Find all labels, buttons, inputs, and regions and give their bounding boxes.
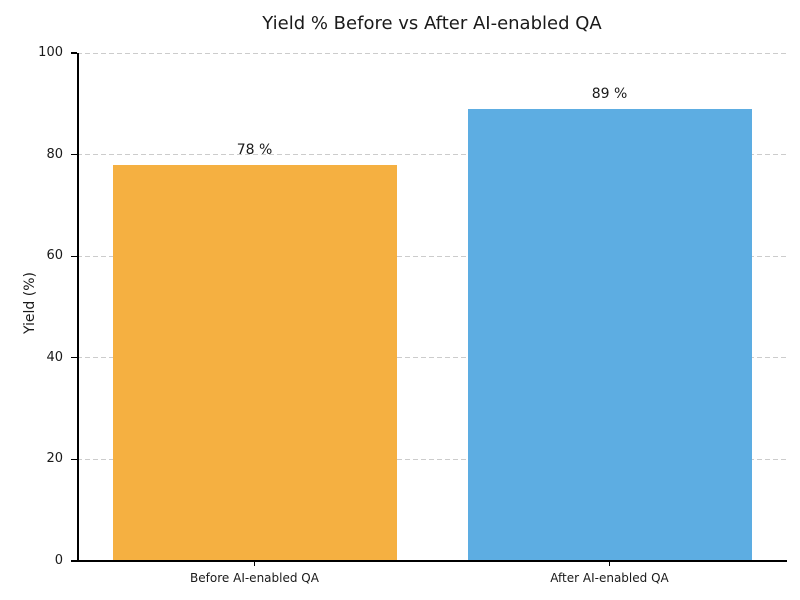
y-tick-mark-40 <box>71 357 77 359</box>
y-tick-label-40: 40 <box>46 349 63 365</box>
y-tick-mark-20 <box>71 458 77 461</box>
y-tick-label-0: 0 <box>54 553 63 568</box>
bar-before <box>112 164 397 561</box>
y-tick-label-100: 100 <box>38 45 63 60</box>
gridline-y-60 <box>77 255 787 257</box>
y-axis-line <box>77 53 79 561</box>
y-tick-label-80: 80 <box>46 146 63 162</box>
y-axis-label: Yield (%) <box>22 272 38 335</box>
y-tick-mark-80 <box>71 153 77 156</box>
x-tick-label-2: After AI-enabled QA <box>550 571 669 585</box>
x-tick-mark-2 <box>608 561 611 566</box>
x-tick-mark-1 <box>253 561 256 566</box>
y-tick-mark-100 <box>71 52 77 54</box>
plot-area: 0 20 40 60 80 100 78 % Before AI-enabled QA 89 %… <box>38 45 787 585</box>
y-tick-mark-0 <box>71 560 77 562</box>
bar-value-label-1: 78 % <box>236 141 273 158</box>
x-axis-line <box>77 560 787 562</box>
y-tick-label-60: 60 <box>46 248 63 264</box>
bar-value-label-2: 89 % <box>591 85 628 102</box>
gridline-y-80 <box>77 154 787 156</box>
bar-after <box>467 108 752 561</box>
gridline-y-100 <box>77 52 787 54</box>
gridline-y-20 <box>77 458 787 460</box>
gridline-y-40 <box>77 357 787 359</box>
chart-title: Yield % Before vs After AI-enabled QA <box>262 13 602 34</box>
y-tick-label-20: 20 <box>46 451 63 467</box>
y-tick-mark-60 <box>71 255 77 257</box>
x-tick-label-1: Before AI-enabled QA <box>190 571 319 585</box>
